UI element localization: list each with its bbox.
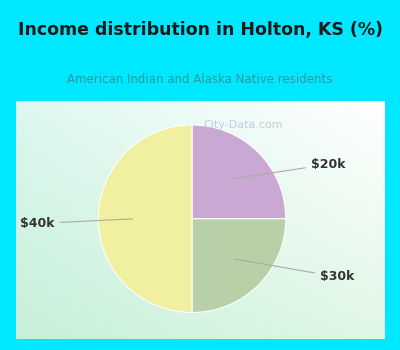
Text: $40k: $40k bbox=[20, 217, 133, 230]
Text: $20k: $20k bbox=[234, 158, 345, 178]
Text: Income distribution in Holton, KS (%): Income distribution in Holton, KS (%) bbox=[18, 21, 382, 40]
Text: City-Data.com: City-Data.com bbox=[204, 120, 284, 130]
Wedge shape bbox=[98, 125, 192, 313]
Text: American Indian and Alaska Native residents: American Indian and Alaska Native reside… bbox=[67, 73, 333, 86]
Wedge shape bbox=[192, 125, 286, 219]
Wedge shape bbox=[192, 219, 286, 313]
Text: $30k: $30k bbox=[234, 259, 354, 284]
